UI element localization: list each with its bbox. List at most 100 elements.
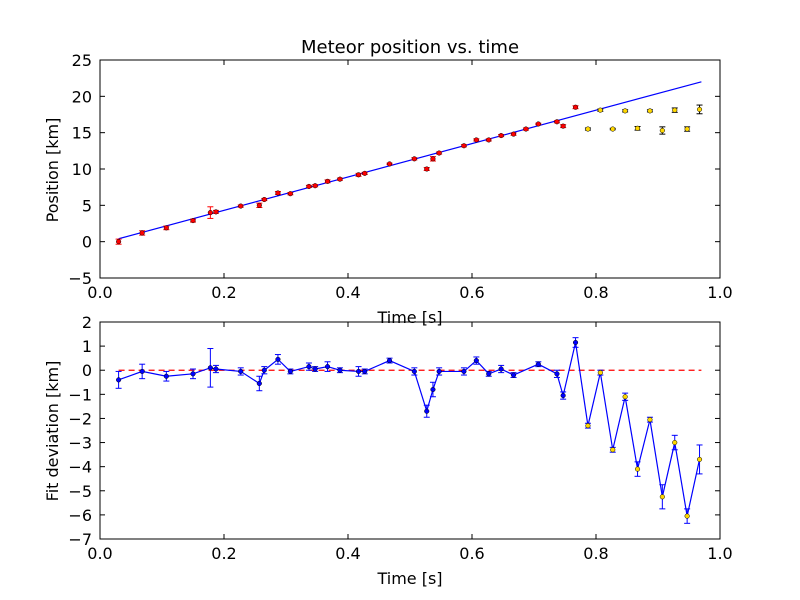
- used-data-point: [355, 172, 362, 178]
- x-tick-label: 0.0: [87, 544, 112, 563]
- x-axis-label: Time [s]: [376, 569, 442, 588]
- used-data-point: [523, 126, 529, 132]
- used-data-point: [560, 123, 566, 129]
- axes-frame: [99, 321, 721, 540]
- rejected-data-point: [610, 126, 616, 132]
- deviation-point: [535, 361, 541, 367]
- rejected-data-point: [622, 108, 628, 114]
- used-data-point: [312, 183, 318, 189]
- used-data-point: [275, 190, 281, 196]
- deviation-point: [461, 368, 467, 374]
- x-tick-label: 0.6: [459, 544, 484, 563]
- used-data-point: [139, 230, 145, 236]
- y-tick-label: 20: [72, 87, 92, 106]
- y-tick-label: −7: [68, 530, 92, 549]
- deviation-point: [207, 365, 213, 371]
- rejected-data-point: [634, 125, 641, 131]
- deviation-point: [261, 367, 267, 373]
- deviation-point: [424, 408, 430, 414]
- rejected-data-point: [696, 106, 703, 112]
- deviation-point: [213, 366, 219, 372]
- used-data-point: [554, 119, 560, 125]
- deviation-point: [337, 367, 343, 373]
- used-data-point: [510, 131, 517, 137]
- y-tick-label: −6: [68, 506, 92, 525]
- y-tick-label: −1: [68, 385, 92, 404]
- used-data-point: [324, 178, 331, 184]
- used-data-point: [473, 137, 479, 143]
- used-data-point: [486, 137, 492, 143]
- deviation-point: [430, 386, 436, 393]
- deviation-point: [256, 380, 262, 387]
- used-data-point: [163, 225, 169, 231]
- deviation-point: [238, 368, 244, 374]
- rejected-deviation-point: [585, 423, 591, 429]
- position-plot-area: 0.0 0.2 0.4 0.6 0.8 1.0 −5 0 5 10 15 20 25: [68, 51, 732, 302]
- x-tick-label: 0.8: [583, 544, 608, 563]
- used-data-point: [287, 191, 293, 197]
- deviation-point: [572, 339, 579, 346]
- rejected-data-point: [659, 127, 665, 134]
- x-tick-label: 0.8: [583, 283, 608, 302]
- deviation-point: [386, 358, 393, 364]
- used-data-point: [461, 143, 467, 149]
- deviation-point: [362, 368, 368, 374]
- deviation-plot-area: 0.0 0.2 0.4 0.6 0.8 1.0 −7 −6 −5 −4 −3 −2 −1 0 1 2: [68, 313, 732, 563]
- rejected-data-point: [597, 107, 603, 113]
- deviation-point: [486, 371, 492, 377]
- rejected-data-point: [585, 126, 591, 132]
- rejected-deviation-point: [634, 466, 641, 472]
- y-tick-label: −5: [68, 269, 92, 288]
- used-data-point: [256, 202, 262, 208]
- used-data-point: [436, 150, 442, 156]
- rejected-deviation-point: [610, 447, 616, 453]
- used-data-point: [213, 209, 219, 215]
- y-tick-label: 25: [72, 51, 92, 70]
- y-axis-label: Fit deviation [km]: [43, 361, 62, 502]
- rejected-deviation-point: [672, 440, 678, 446]
- used-data-point: [116, 239, 122, 245]
- used-data-point: [386, 161, 393, 167]
- y-tick-label: −2: [68, 409, 92, 428]
- used-data-point: [572, 104, 579, 110]
- y-tick-label: −4: [68, 458, 92, 477]
- rejected-data-point: [684, 126, 690, 132]
- deviation-point: [510, 372, 517, 378]
- used-data-point: [498, 133, 504, 139]
- rejected-data-point: [647, 108, 653, 114]
- x-tick-label: 1.0: [707, 283, 732, 302]
- used-data-point: [306, 183, 312, 189]
- position-chart: Meteor position vs. time 0.0 0.2 0.4 0.6 0.8…: [43, 37, 733, 327]
- y-tick-label: 0: [82, 361, 92, 380]
- y-tick-label: 2: [82, 313, 92, 332]
- deviation-point: [139, 368, 145, 374]
- deviation-point: [275, 356, 281, 362]
- x-tick-label: 0.0: [87, 283, 112, 302]
- y-tick-label: −3: [68, 434, 92, 453]
- deviation-point: [287, 368, 293, 374]
- deviation-point: [312, 366, 318, 372]
- rejected-data-point: [672, 107, 678, 113]
- rejected-deviation-point: [622, 394, 628, 400]
- x-tick-label: 0.2: [211, 544, 236, 563]
- used-data-point: [190, 218, 196, 224]
- deviation-point: [473, 358, 479, 364]
- y-tick-label: 15: [72, 124, 92, 143]
- rejected-deviation-point: [647, 417, 653, 423]
- used-data-point: [535, 121, 541, 127]
- rejected-deviation-point: [597, 370, 603, 376]
- deviation-point: [190, 371, 196, 377]
- chart-title: Meteor position vs. time: [301, 37, 519, 58]
- deviation-chart: 0.0 0.2 0.4 0.6 0.8 1.0 −7 −6 −5 −4 −3 −2 −1 0 1 2 Time…: [43, 313, 733, 588]
- x-tick-label: 0.4: [335, 544, 360, 563]
- rejected-deviation-point: [659, 494, 665, 500]
- used-data-point: [207, 210, 213, 216]
- used-data-point: [362, 170, 368, 176]
- x-axis-label: Time [s]: [376, 308, 442, 327]
- used-data-point: [430, 156, 436, 162]
- y-tick-label: 5: [82, 196, 92, 215]
- deviation-point: [436, 368, 442, 374]
- y-tick-label: −5: [68, 482, 92, 501]
